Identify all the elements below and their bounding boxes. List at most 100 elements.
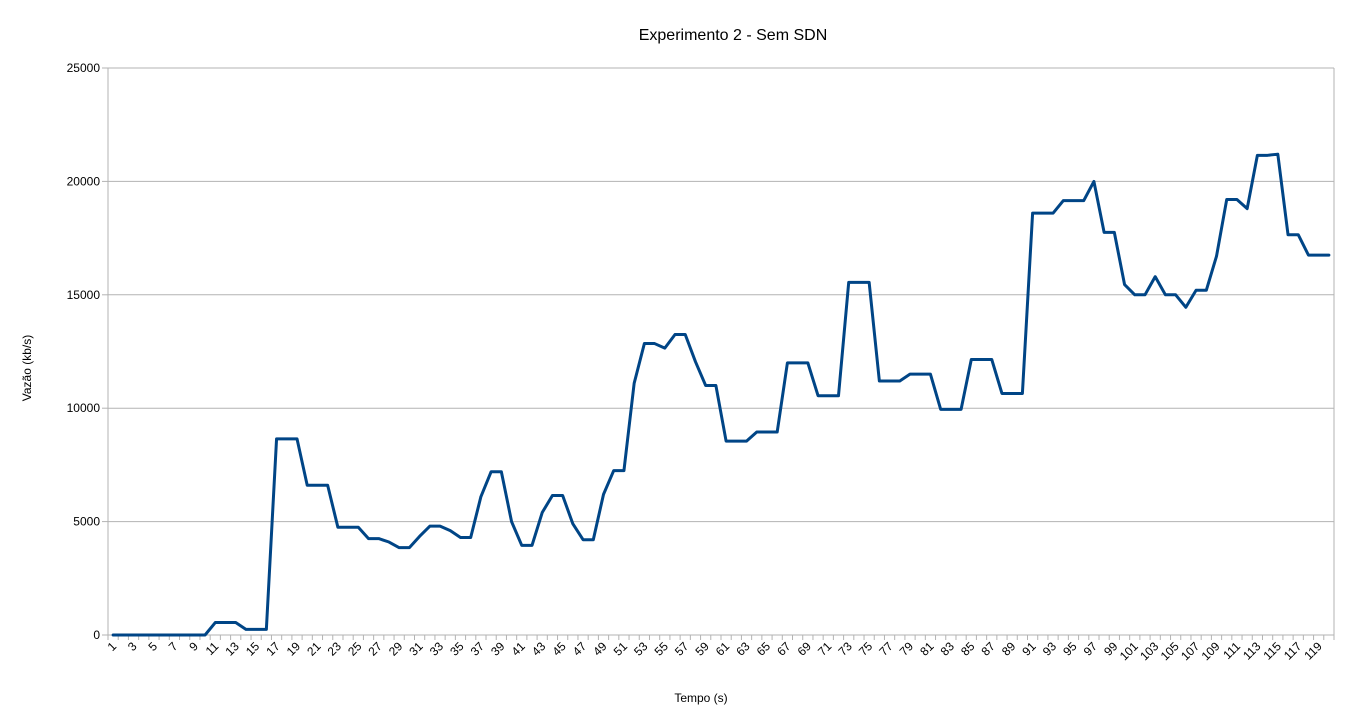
data-point	[745, 440, 748, 442]
data-point	[500, 471, 502, 473]
data-point	[1297, 234, 1299, 236]
x-tick-label: 69	[795, 639, 815, 659]
data-point	[1318, 254, 1320, 256]
x-tick-label: 19	[284, 639, 304, 659]
data-point	[592, 539, 594, 541]
x-tick-label: 101	[1117, 639, 1141, 663]
data-point	[1307, 254, 1310, 256]
data-point	[245, 628, 247, 630]
series-line	[111, 152, 1331, 637]
x-tick-label: 15	[243, 639, 263, 659]
data-point	[664, 347, 666, 349]
x-axis-ticks: 1 3 5 7 9 11 13 15 17 19 21 23 25 27 29 31 33 35 37 39 41 43 4…	[105, 635, 1335, 663]
x-tick-label: 71	[815, 639, 835, 659]
x-tick-label: 59	[692, 639, 712, 659]
data-point	[756, 431, 758, 433]
x-tick-label: 55	[652, 639, 672, 659]
x-tick-label: 9	[186, 639, 201, 654]
data-point	[1287, 234, 1289, 236]
data-point	[1246, 208, 1248, 210]
data-point	[848, 281, 850, 283]
data-point	[275, 438, 278, 440]
data-point	[378, 538, 380, 540]
y-tick-label: 5000	[73, 515, 100, 529]
data-point	[674, 333, 676, 336]
data-point	[449, 530, 451, 532]
x-tick-label: 5	[145, 639, 160, 654]
data-point	[1175, 294, 1177, 296]
data-point	[694, 361, 697, 363]
data-point	[1093, 180, 1095, 182]
data-point	[1205, 289, 1207, 291]
data-point	[521, 544, 523, 547]
data-point	[786, 362, 789, 364]
x-tick-label: 27	[366, 639, 386, 659]
data-point	[705, 384, 707, 387]
data-point	[163, 634, 165, 636]
data-point	[551, 494, 554, 497]
data-point	[398, 547, 400, 549]
data-point	[184, 634, 186, 636]
x-tick-label: 47	[570, 639, 590, 659]
data-point	[940, 408, 942, 410]
y-tick-label: 20000	[67, 174, 101, 188]
data-point	[1001, 392, 1003, 395]
data-point	[419, 535, 421, 537]
series-group	[111, 152, 1331, 637]
x-tick-label: 103	[1137, 639, 1161, 663]
x-tick-label: 61	[713, 639, 733, 659]
x-tick-label: 105	[1158, 639, 1182, 663]
data-point	[306, 484, 308, 486]
data-point	[214, 621, 216, 624]
data-point	[909, 373, 911, 375]
x-tick-label: 37	[468, 639, 488, 659]
data-point	[562, 494, 564, 497]
x-tick-label: 43	[529, 639, 549, 659]
data-point	[888, 380, 891, 382]
data-point	[1042, 212, 1044, 214]
x-tick-label: 13	[222, 639, 242, 659]
data-point	[429, 525, 431, 527]
x-tick-label: 113	[1240, 639, 1264, 663]
data-point	[827, 395, 829, 397]
data-point	[541, 511, 543, 514]
data-point	[470, 536, 472, 539]
data-point	[1134, 294, 1136, 296]
y-tick-label: 10000	[67, 401, 101, 415]
data-point	[224, 621, 227, 624]
x-tick-label: 67	[774, 639, 794, 659]
data-point	[337, 526, 339, 528]
y-tick-label: 15000	[67, 288, 101, 302]
data-point	[858, 281, 860, 283]
x-tick-label: 21	[304, 639, 324, 659]
data-point	[776, 431, 778, 433]
data-point	[970, 358, 972, 361]
data-point	[837, 395, 840, 397]
x-tick-label: 33	[427, 639, 447, 659]
data-point	[572, 523, 574, 525]
data-point	[623, 469, 625, 472]
data-point	[1083, 200, 1085, 202]
x-tick-label: 97	[1081, 639, 1101, 659]
x-tick-label: 91	[1019, 639, 1039, 659]
x-tick-label: 23	[325, 639, 345, 659]
data-point	[1277, 153, 1279, 155]
data-point	[1062, 200, 1064, 202]
x-tick-label: 83	[938, 639, 958, 659]
x-tick-label: 7	[166, 639, 181, 654]
data-point	[296, 438, 298, 440]
x-tick-label: 109	[1199, 639, 1223, 663]
x-tick-label: 93	[1040, 639, 1060, 659]
x-tick-label: 1	[105, 639, 120, 654]
data-point	[899, 380, 901, 382]
data-point	[817, 395, 819, 397]
data-point	[1021, 392, 1023, 395]
y-tick-label: 0	[93, 628, 100, 642]
data-point	[991, 358, 993, 361]
data-point	[153, 634, 155, 636]
x-tick-label: 63	[733, 639, 753, 659]
x-tick-label: 87	[979, 639, 999, 659]
data-point	[1236, 198, 1238, 201]
data-point	[194, 634, 196, 636]
